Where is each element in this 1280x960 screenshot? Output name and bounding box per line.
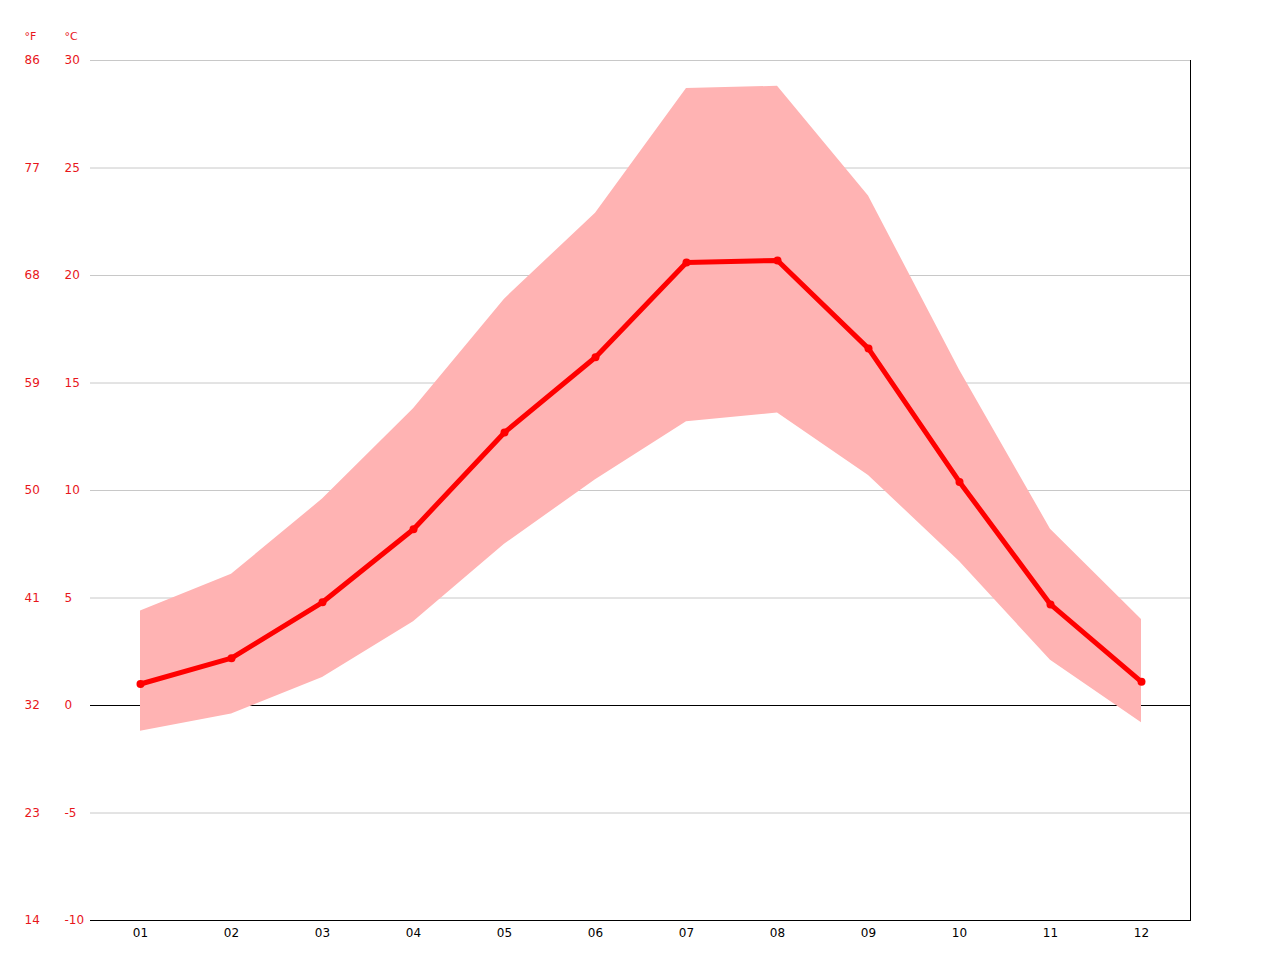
svg-text:30: 30: [65, 53, 80, 67]
svg-text:°F: °F: [25, 30, 37, 43]
svg-text:86: 86: [25, 53, 40, 67]
svg-text:15: 15: [65, 376, 80, 390]
svg-text:-10: -10: [65, 913, 85, 927]
svg-text:10: 10: [952, 926, 967, 940]
svg-text:07: 07: [679, 926, 694, 940]
svg-text:23: 23: [25, 806, 40, 820]
svg-text:02: 02: [224, 926, 239, 940]
svg-text:5: 5: [65, 591, 73, 605]
svg-text:05: 05: [497, 926, 512, 940]
svg-text:25: 25: [65, 161, 80, 175]
svg-text:10: 10: [65, 483, 80, 497]
svg-text:12: 12: [1134, 926, 1149, 940]
svg-text:04: 04: [406, 926, 421, 940]
svg-text:50: 50: [25, 483, 40, 497]
svg-text:06: 06: [588, 926, 603, 940]
svg-text:09: 09: [861, 926, 876, 940]
svg-text:68: 68: [25, 268, 40, 282]
svg-text:0: 0: [65, 698, 73, 712]
svg-text:03: 03: [315, 926, 330, 940]
svg-text:°C: °C: [65, 30, 79, 43]
svg-text:-5: -5: [65, 806, 77, 820]
svg-text:32: 32: [25, 698, 40, 712]
svg-text:77: 77: [25, 161, 40, 175]
svg-text:20: 20: [65, 268, 80, 282]
svg-text:11: 11: [1043, 926, 1058, 940]
svg-text:41: 41: [25, 591, 40, 605]
svg-text:59: 59: [25, 376, 40, 390]
svg-text:14: 14: [25, 913, 40, 927]
svg-text:08: 08: [770, 926, 785, 940]
svg-text:01: 01: [133, 926, 148, 940]
